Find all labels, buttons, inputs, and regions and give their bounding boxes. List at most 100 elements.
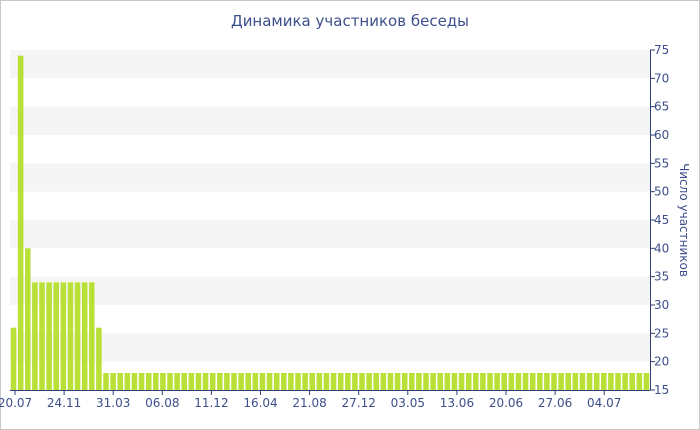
- bar: [117, 373, 123, 390]
- bar: [537, 373, 543, 390]
- bar: [259, 373, 266, 390]
- x-tick-label: 20.06: [489, 396, 523, 410]
- chart-title: Динамика участников беседы: [230, 12, 470, 30]
- bar: [188, 373, 195, 390]
- bar: [622, 373, 628, 390]
- bar: [508, 373, 515, 390]
- bar: [39, 282, 45, 390]
- bar: [96, 327, 102, 390]
- bar: [25, 248, 31, 390]
- bar: [17, 55, 24, 391]
- y-tick-label: 55: [654, 156, 669, 170]
- bar: [252, 373, 259, 390]
- bar: [615, 373, 621, 390]
- bar: [202, 373, 209, 390]
- bar: [465, 373, 472, 390]
- bar: [643, 373, 650, 390]
- bar: [494, 373, 500, 390]
- bar: [81, 282, 88, 390]
- x-tick-label: 13.06: [440, 396, 474, 410]
- bar: [451, 373, 458, 390]
- bar: [110, 373, 116, 390]
- y-tick-label: 75: [654, 43, 669, 57]
- bar: [323, 373, 330, 390]
- bar: [409, 373, 415, 390]
- bar: [529, 373, 536, 390]
- bar: [387, 373, 394, 390]
- bar: [281, 373, 287, 390]
- y-tick-label: 65: [654, 100, 669, 114]
- y-tick-label: 25: [654, 326, 669, 340]
- x-tick-label: 31.03: [96, 396, 130, 410]
- bar: [636, 373, 643, 390]
- x-tick-label: 27.12: [342, 396, 376, 410]
- bar: [67, 282, 74, 390]
- bar: [131, 373, 138, 390]
- bar: [217, 373, 223, 390]
- bar: [366, 373, 372, 390]
- bar: [352, 373, 358, 390]
- bar: [209, 373, 216, 390]
- y-tick-label: 35: [654, 270, 669, 284]
- bar: [579, 373, 586, 390]
- y-axis-title: Число участников: [677, 163, 691, 277]
- bar: [330, 373, 337, 390]
- grid-band: [10, 276, 650, 305]
- bar: [558, 373, 564, 390]
- bar: [593, 373, 600, 390]
- bar: [245, 373, 251, 390]
- bar: [444, 373, 451, 390]
- bar: [145, 373, 152, 390]
- y-tick-label: 20: [654, 355, 669, 369]
- bar: [103, 373, 109, 390]
- x-tick-label: 06.08: [145, 396, 179, 410]
- bar: [430, 373, 436, 390]
- bar: [401, 373, 408, 390]
- bar: [380, 373, 387, 390]
- bar: [345, 373, 351, 390]
- x-tick-label: 04.07: [587, 396, 621, 410]
- bar: [423, 373, 429, 390]
- bar: [174, 373, 180, 390]
- bar: [608, 373, 614, 390]
- bar: [124, 373, 131, 390]
- y-tick-label: 60: [654, 128, 669, 142]
- bar: [394, 373, 401, 390]
- y-tick-label: 50: [654, 185, 669, 199]
- bar: [138, 373, 145, 390]
- x-tick-label: 21.08: [292, 396, 326, 410]
- bar: [195, 373, 202, 390]
- bar: [309, 373, 315, 390]
- bar: [288, 373, 294, 390]
- y-tick-label: 45: [654, 213, 669, 227]
- bar: [295, 373, 301, 390]
- bar: [480, 373, 486, 390]
- bar: [89, 282, 95, 390]
- bar: [153, 373, 159, 390]
- bar: [74, 282, 81, 390]
- bar: [487, 373, 493, 390]
- bar: [373, 373, 379, 390]
- bar: [437, 373, 443, 390]
- bar: [316, 373, 323, 390]
- bar: [266, 373, 273, 390]
- x-tick-label: 16.04: [243, 396, 277, 410]
- y-tick-label: 70: [654, 71, 669, 85]
- x-tick-label: 24.11: [47, 396, 81, 410]
- bar: [629, 373, 635, 390]
- grid-band: [10, 106, 650, 135]
- bar: [181, 373, 187, 390]
- bar: [224, 373, 230, 390]
- bar: [565, 373, 571, 390]
- bar: [60, 282, 67, 390]
- bar: [167, 373, 173, 390]
- x-tick-label: 03.05: [391, 396, 425, 410]
- y-tick-label: 40: [654, 241, 669, 255]
- y-tick-label: 30: [654, 298, 669, 312]
- grid-band: [10, 220, 650, 249]
- bar: [160, 373, 166, 390]
- bar: [601, 373, 607, 390]
- bar: [522, 373, 529, 390]
- bar: [572, 373, 579, 390]
